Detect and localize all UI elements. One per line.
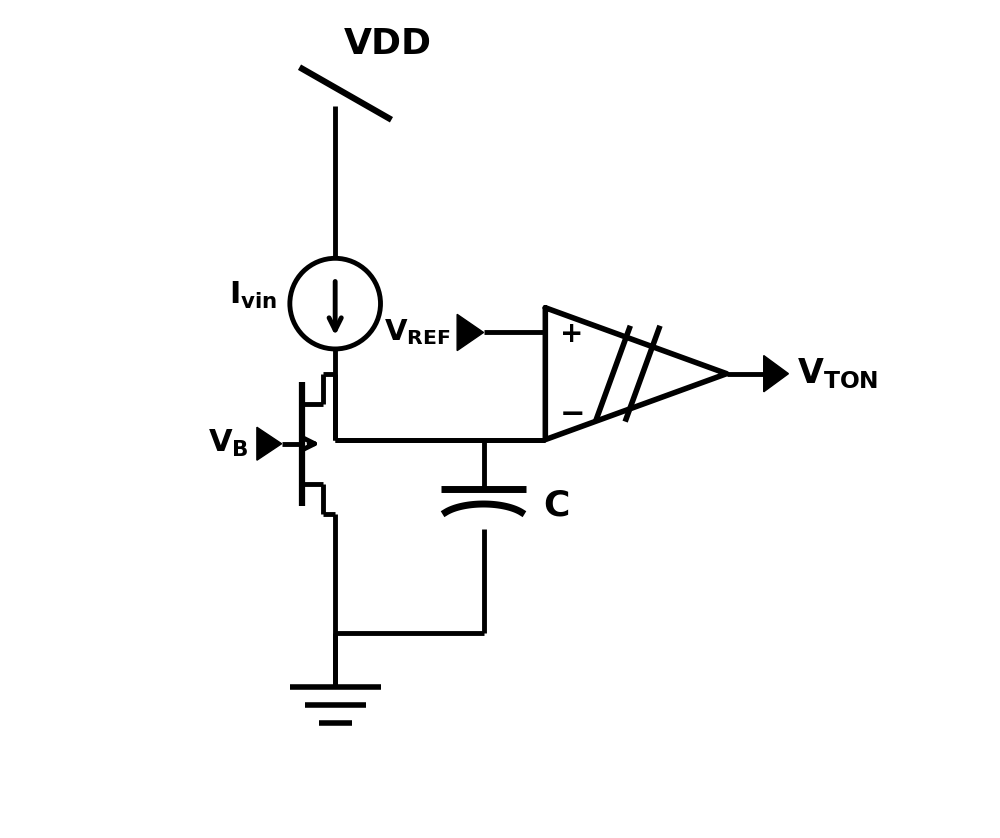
Text: $\mathbf{V_{REF}}$: $\mathbf{V_{REF}}$ [384,318,451,348]
Text: $\mathbf{I_{vin}}$: $\mathbf{I_{vin}}$ [229,280,277,311]
Text: +: + [560,320,584,348]
Polygon shape [257,427,282,460]
Text: C: C [543,489,569,523]
Text: $\mathbf{V_B}$: $\mathbf{V_B}$ [208,428,249,459]
Polygon shape [764,355,788,392]
Text: VDD: VDD [343,27,431,60]
Text: $\mathbf{V_{TON}}$: $\mathbf{V_{TON}}$ [797,356,878,391]
Polygon shape [457,314,484,350]
Text: −: − [560,401,586,429]
